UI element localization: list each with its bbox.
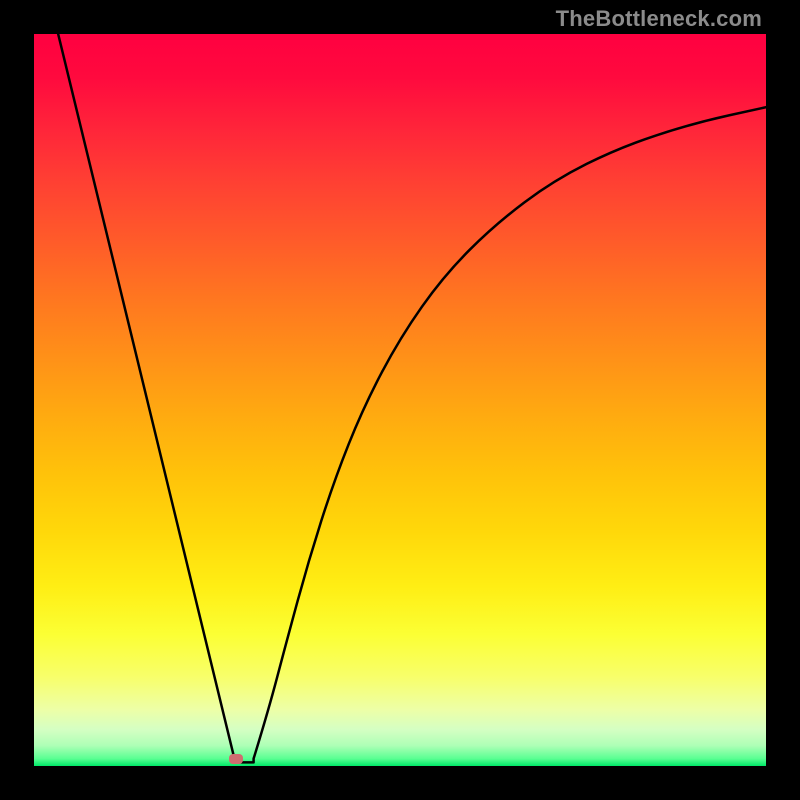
minimum-marker xyxy=(229,754,243,764)
watermark-text: TheBottleneck.com xyxy=(556,6,762,32)
plot-area xyxy=(34,34,766,766)
bottleneck-curve xyxy=(34,34,766,766)
chart-frame: TheBottleneck.com xyxy=(0,0,800,800)
